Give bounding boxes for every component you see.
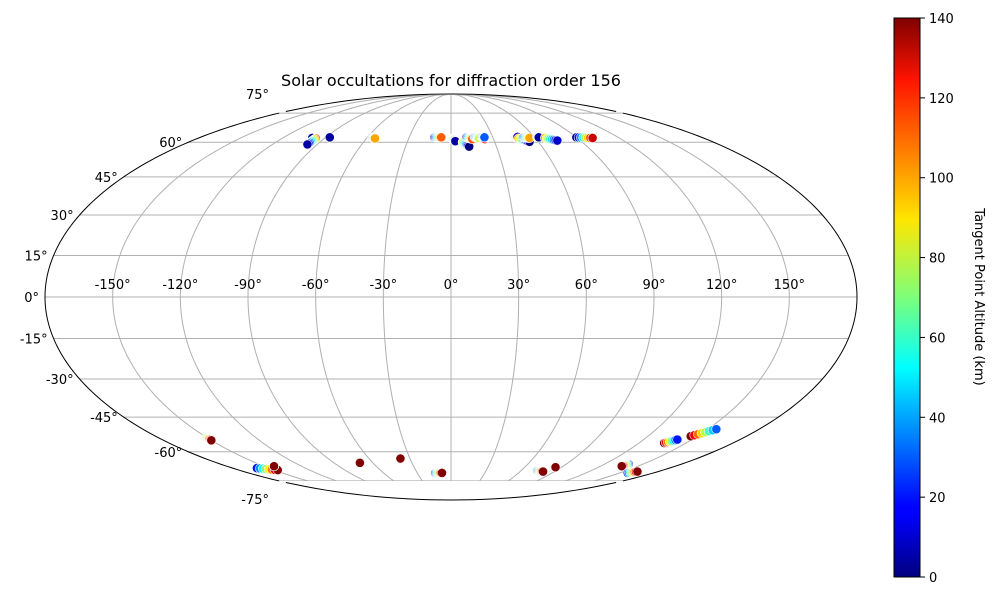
occultation-points <box>201 132 722 478</box>
occultation-point <box>552 135 563 146</box>
colorbar-tick-label: 20 <box>929 491 946 506</box>
colorbar-tick-label: 80 <box>929 252 946 267</box>
occultation-point <box>632 466 643 477</box>
occultation-point <box>395 453 406 464</box>
occultation-point <box>711 424 722 435</box>
colorbar-label: Tangent Point Altitude (km) <box>971 207 986 385</box>
map-boundary-west <box>44 112 280 482</box>
longitude-tick-label: 30° <box>507 278 530 293</box>
colorbar-tick-label: 140 <box>929 12 954 27</box>
latitude-tick-label: -30° <box>46 373 74 388</box>
colorbar-ticks: 0 20 40 60 80 100 120 140 <box>920 12 954 586</box>
grid-meridian <box>382 95 449 481</box>
occultation-point <box>538 466 548 477</box>
longitude-tick-label: 60° <box>575 278 598 293</box>
grid-meridian <box>453 95 520 481</box>
occultation-point <box>672 434 683 445</box>
latitude-tick-label: 0° <box>24 291 39 306</box>
grid-meridian <box>179 95 440 481</box>
longitude-tick-label: -60° <box>302 278 330 293</box>
occultation-point <box>302 139 313 150</box>
grid-meridian <box>465 95 790 481</box>
occultation-point <box>269 461 279 472</box>
latitude-tick-label: 15° <box>25 249 48 264</box>
occultation-point <box>479 132 490 143</box>
latitude-tick-labels: 75° 60° 45° 30° 15° 0° -15° -30° -45° -60° -75° <box>20 88 269 508</box>
colorbar-gradient <box>893 17 921 578</box>
latitude-tick-label: -60° <box>155 446 183 461</box>
colorbar-tick-label: 0 <box>929 571 937 586</box>
map-boundary-top <box>285 93 617 113</box>
latitude-tick-label: -45° <box>90 411 118 426</box>
latitude-tick-label: 60° <box>159 136 182 151</box>
map-boundary-bottom <box>285 481 617 501</box>
grid-meridian <box>462 95 723 481</box>
colorbar-tick-label: 60 <box>929 331 946 346</box>
longitude-tick-labels: -150° -120° -90° -60° -30° 0° 30° 60° 90° 120° 150… <box>95 278 805 293</box>
occultation-point <box>616 461 627 472</box>
map-grid <box>45 95 857 481</box>
latitude-tick-label: 30° <box>51 209 74 224</box>
map-boundary-east <box>622 112 858 482</box>
longitude-tick-label: 150° <box>774 278 805 293</box>
longitude-tick-label: 90° <box>642 278 665 293</box>
latitude-tick-label: -15° <box>20 333 48 348</box>
grid-meridian <box>315 95 446 481</box>
grid-meridian <box>247 95 443 481</box>
longitude-tick-label: -90° <box>234 278 262 293</box>
occultation-point <box>550 462 561 473</box>
longitude-tick-label: -120° <box>162 278 198 293</box>
occultation-point <box>206 435 217 446</box>
latitude-tick-label: 75° <box>246 88 269 103</box>
colorbar: 0 20 40 60 80 100 120 140 Tangent Point Altitud… <box>893 12 986 586</box>
colorbar-tick-label: 100 <box>929 172 954 187</box>
chart-title: Solar occultations for diffraction order… <box>281 71 621 90</box>
longitude-tick-label: 0° <box>444 278 459 293</box>
colorbar-tick-label: 120 <box>929 92 954 107</box>
occultation-point <box>370 133 380 144</box>
latitude-tick-label: 45° <box>95 171 118 186</box>
occultation-point <box>324 132 335 143</box>
latitude-tick-label: -75° <box>241 493 269 508</box>
grid-meridian <box>112 95 437 481</box>
occultation-point <box>587 133 598 143</box>
occultation-point <box>436 132 447 143</box>
colorbar-tick-label: 40 <box>929 411 946 426</box>
occultation-point <box>437 468 447 478</box>
map-outline <box>44 93 858 501</box>
occultation-point <box>355 457 365 468</box>
longitude-tick-label: -30° <box>369 278 397 293</box>
longitude-tick-label: 120° <box>706 278 737 293</box>
longitude-tick-label: -150° <box>95 278 131 293</box>
